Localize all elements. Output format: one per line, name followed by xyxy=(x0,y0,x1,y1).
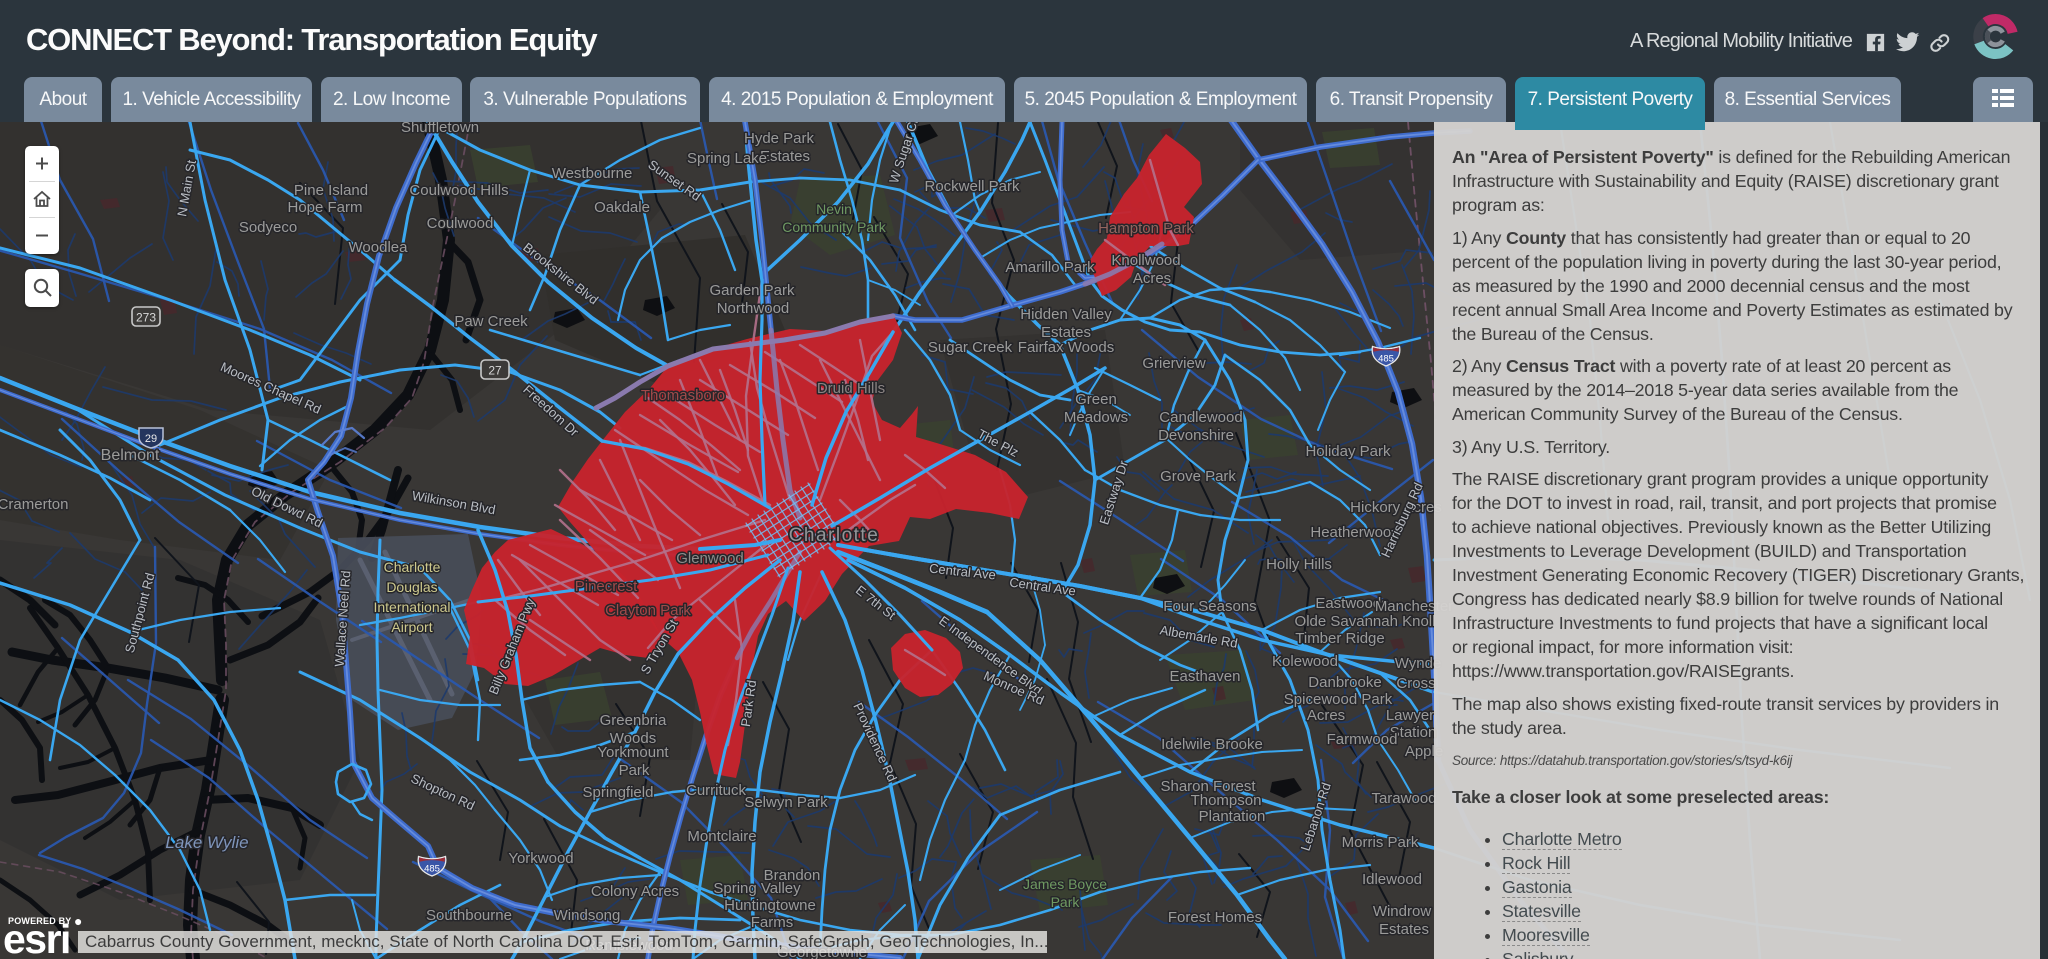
svg-text:Montclaire: Montclaire xyxy=(687,828,756,845)
svg-text:Olde Savannah Knoll: Olde Savannah Knoll xyxy=(1295,613,1436,630)
svg-text:Coulwood Hills: Coulwood Hills xyxy=(409,182,508,199)
svg-text:Timber Ridge: Timber Ridge xyxy=(1295,630,1384,647)
svg-text:Plantation: Plantation xyxy=(1199,808,1266,825)
svg-text:Spicewood Park: Spicewood Park xyxy=(1284,691,1393,708)
svg-text:Spring Valley: Spring Valley xyxy=(713,880,801,897)
svg-text:Rockwell Park: Rockwell Park xyxy=(924,178,1020,195)
svg-text:29: 29 xyxy=(145,433,157,445)
svg-text:Amarillo Park: Amarillo Park xyxy=(1005,259,1095,276)
svg-text:Park: Park xyxy=(619,762,650,779)
svg-text:Pine Island: Pine Island xyxy=(294,182,368,199)
svg-text:Meadows: Meadows xyxy=(1064,409,1128,426)
svg-text:Hidden Valley: Hidden Valley xyxy=(1020,306,1112,323)
svg-text:Candlewood: Candlewood xyxy=(1159,409,1242,426)
svg-text:Cramerton: Cramerton xyxy=(0,496,68,513)
svg-text:Charlotte: Charlotte xyxy=(384,559,441,575)
svg-text:Selwyn Park: Selwyn Park xyxy=(744,794,828,811)
svg-text:Grierview: Grierview xyxy=(1142,355,1206,372)
svg-text:Acres: Acres xyxy=(1307,707,1345,724)
svg-text:Cross: Cross xyxy=(1396,675,1435,692)
svg-text:Colony Acres: Colony Acres xyxy=(591,883,679,900)
svg-text:Thompson: Thompson xyxy=(1191,792,1262,809)
svg-text:Farmwood: Farmwood xyxy=(1327,731,1398,748)
svg-text:International: International xyxy=(373,599,450,615)
svg-text:Holiday Park: Holiday Park xyxy=(1305,443,1391,460)
svg-text:Woods: Woods xyxy=(610,730,656,747)
svg-text:Thomasboro: Thomasboro xyxy=(641,387,725,404)
svg-text:Windsong: Windsong xyxy=(554,907,621,924)
svg-text:Northwood: Northwood xyxy=(717,300,790,317)
svg-text:Acres: Acres xyxy=(1133,270,1171,287)
svg-text:Morris Park: Morris Park xyxy=(1342,834,1419,851)
svg-text:Forest Homes: Forest Homes xyxy=(1168,909,1262,926)
svg-text:Knollwood: Knollwood xyxy=(1111,252,1180,269)
svg-text:Clayton Park: Clayton Park xyxy=(605,602,691,619)
svg-text:Wynde: Wynde xyxy=(1395,655,1442,672)
svg-text:Brandon: Brandon xyxy=(764,867,821,884)
svg-text:Woodlea: Woodlea xyxy=(349,239,409,256)
svg-text:27: 27 xyxy=(488,364,502,378)
svg-text:Hope Farm: Hope Farm xyxy=(287,199,362,216)
svg-text:Devonshire: Devonshire xyxy=(1158,427,1234,444)
svg-text:Shuffletown: Shuffletown xyxy=(401,119,479,136)
svg-text:Douglas: Douglas xyxy=(386,579,437,595)
svg-text:Garden Park: Garden Park xyxy=(709,282,795,299)
svg-text:Oakdale: Oakdale xyxy=(594,199,650,216)
svg-text:Southbourne: Southbourne xyxy=(426,907,512,924)
svg-text:485: 485 xyxy=(1378,354,1394,365)
svg-text:Park: Park xyxy=(1051,894,1081,910)
svg-text:Four Seasons: Four Seasons xyxy=(1163,598,1256,615)
svg-text:Yorkwood: Yorkwood xyxy=(508,850,573,867)
svg-text:Estates: Estates xyxy=(1041,324,1091,341)
svg-text:Idelwile Brooke: Idelwile Brooke xyxy=(1161,736,1263,753)
svg-text:Paw Creek: Paw Creek xyxy=(454,313,528,330)
svg-text:Danbrooke: Danbrooke xyxy=(1308,674,1381,691)
svg-text:Sugar Creek: Sugar Creek xyxy=(928,339,1013,356)
svg-text:Eastwoods: Eastwoods xyxy=(1315,595,1388,612)
svg-text:Community Park: Community Park xyxy=(782,219,886,235)
svg-text:Currituck: Currituck xyxy=(686,782,747,799)
svg-text:Sodyeco: Sodyeco xyxy=(239,219,297,236)
svg-text:273: 273 xyxy=(136,311,156,325)
svg-text:Kolewood: Kolewood xyxy=(1272,653,1338,670)
svg-text:Huntingtowne: Huntingtowne xyxy=(724,897,816,914)
svg-text:James Boyce: James Boyce xyxy=(1023,876,1107,892)
svg-text:Estates: Estates xyxy=(1379,921,1429,938)
svg-text:Holly Hills: Holly Hills xyxy=(1266,556,1332,573)
svg-text:Coulwood: Coulwood xyxy=(427,215,494,232)
svg-text:Airport: Airport xyxy=(391,619,432,635)
svg-text:Hampton Park: Hampton Park xyxy=(1098,220,1194,237)
svg-text:Windrow: Windrow xyxy=(1373,903,1432,920)
svg-text:Lake Wylie: Lake Wylie xyxy=(165,833,248,852)
svg-text:Fairfax Woods: Fairfax Woods xyxy=(1018,339,1114,356)
svg-text:Westbourne: Westbourne xyxy=(552,165,633,182)
svg-text:Belmont: Belmont xyxy=(101,447,160,464)
svg-text:Charlotte: Charlotte xyxy=(789,525,880,546)
svg-text:Glenwood: Glenwood xyxy=(676,550,744,567)
svg-text:Heatherwood: Heatherwood xyxy=(1310,524,1399,541)
svg-text:Druid Hills: Druid Hills xyxy=(817,380,885,397)
svg-text:Springfield: Springfield xyxy=(583,784,654,801)
svg-text:Estates: Estates xyxy=(760,148,810,165)
svg-text:Nevin: Nevin xyxy=(816,201,852,217)
svg-text:Greenbria: Greenbria xyxy=(600,712,667,729)
svg-text:Farms: Farms xyxy=(751,914,794,931)
svg-text:Grove Park: Grove Park xyxy=(1160,468,1236,485)
svg-text:Yorkmount: Yorkmount xyxy=(597,744,669,761)
svg-text:Pinecrest: Pinecrest xyxy=(575,578,638,595)
svg-text:Lawyer: Lawyer xyxy=(1386,707,1434,724)
svg-text:485: 485 xyxy=(424,864,440,875)
svg-text:Sharon Forest: Sharon Forest xyxy=(1160,778,1256,795)
svg-text:Easthaven: Easthaven xyxy=(1170,668,1241,685)
svg-text:Spring Lake: Spring Lake xyxy=(687,150,767,167)
svg-text:Green: Green xyxy=(1075,391,1117,408)
svg-text:Hyde Park: Hyde Park xyxy=(744,130,815,147)
svg-text:Idlewood: Idlewood xyxy=(1362,871,1422,888)
svg-text:Station: Station xyxy=(1390,724,1437,741)
svg-text:Tarawood: Tarawood xyxy=(1371,790,1436,807)
svg-text:Hickory Acres: Hickory Acres xyxy=(1350,499,1442,516)
